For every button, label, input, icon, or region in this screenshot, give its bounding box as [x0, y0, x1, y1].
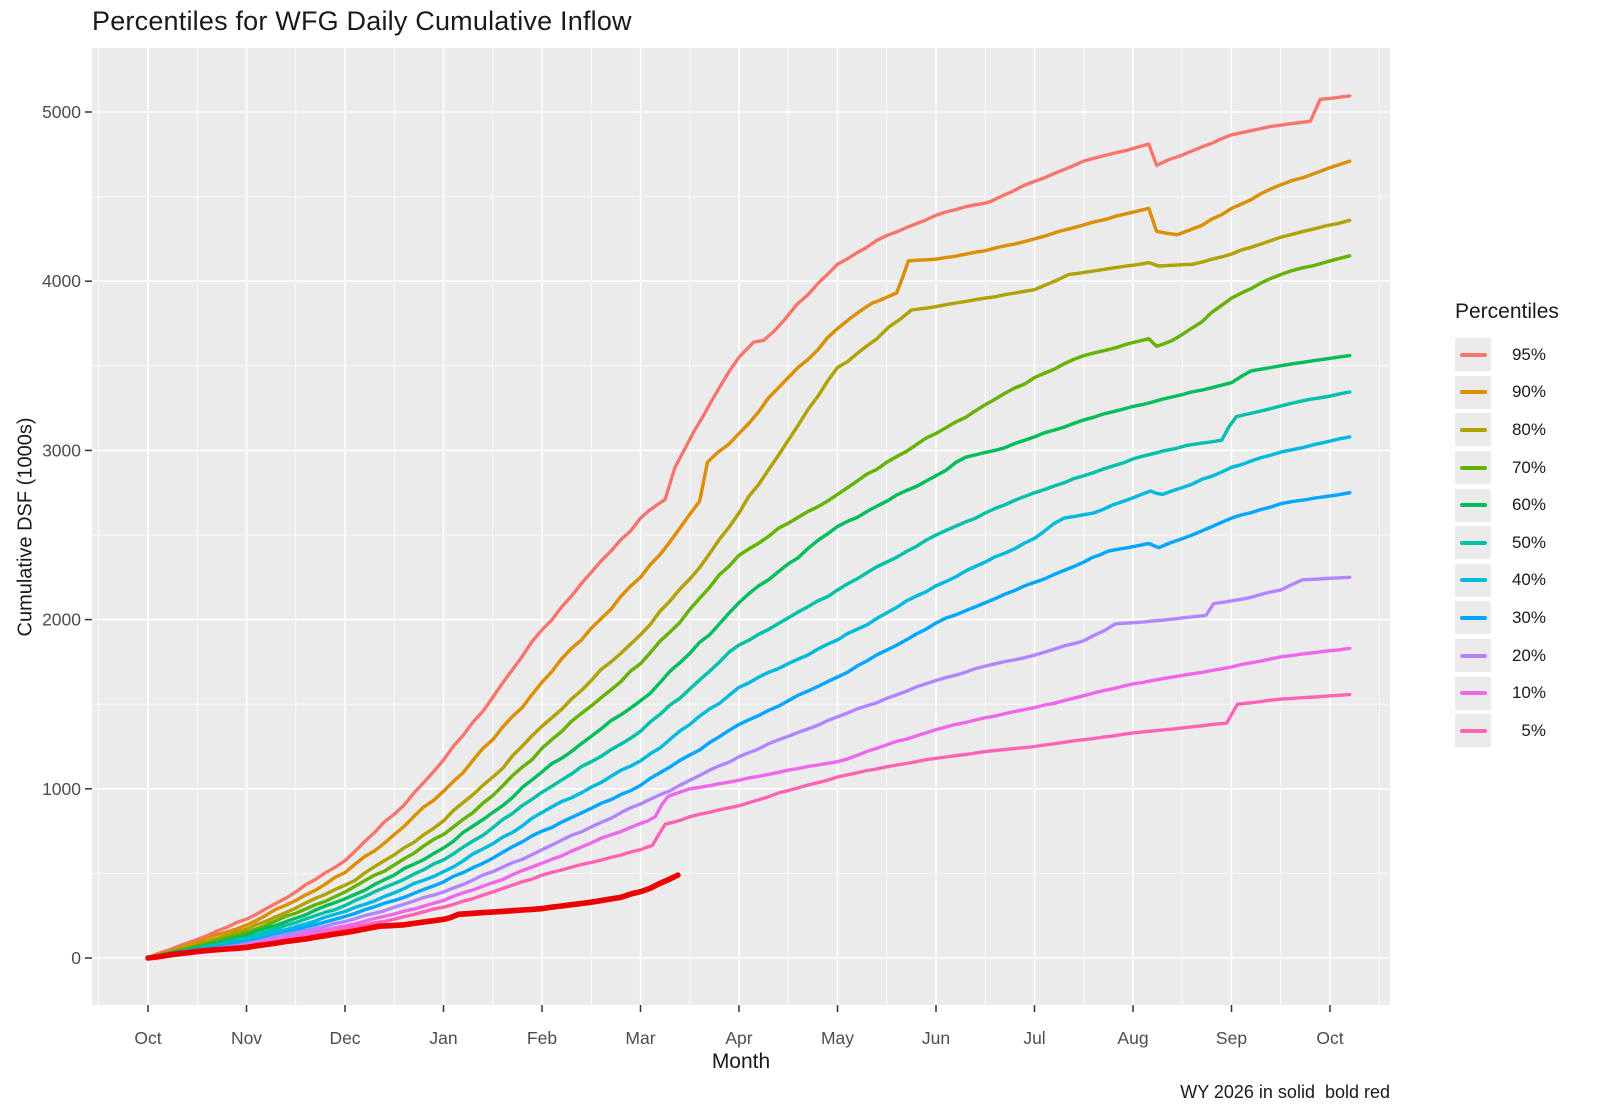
legend-label: 30% [1511, 607, 1546, 627]
legend-key-swatch [1455, 676, 1491, 710]
legend-row-10pct: 10% [1455, 674, 1559, 712]
series-line-50pct [146, 390, 1352, 960]
y-axis-title: Cumulative DSF (1000s) [14, 417, 37, 637]
legend-key-swatch [1455, 526, 1491, 560]
x-tick-label: Apr [725, 1028, 752, 1048]
legend-key-line [1459, 653, 1487, 658]
y-tick-label: 4000 [42, 271, 81, 291]
legend-row-30pct: 30% [1455, 599, 1559, 637]
x-tick-label: Nov [231, 1028, 262, 1048]
x-axis-title: Month [711, 1050, 771, 1073]
series-line-95pct [146, 94, 1352, 960]
x-tick-label: Sep [1216, 1028, 1247, 1048]
series-line-20pct [146, 575, 1352, 960]
legend-row-95pct: 95% [1455, 336, 1559, 374]
y-tick-label: 3000 [42, 440, 81, 460]
series-line-30pct [146, 491, 1352, 960]
legend-label: 70% [1511, 457, 1546, 477]
x-tick-label: Oct [134, 1028, 161, 1048]
y-tick-label: 5000 [42, 102, 81, 122]
legend-key-line [1459, 503, 1487, 508]
legend-key-line [1459, 691, 1487, 696]
x-tick-label: Jul [1023, 1028, 1045, 1048]
series-line-wy2026 [145, 872, 681, 961]
legend-key-line [1459, 540, 1487, 545]
legend-key-swatch [1455, 601, 1491, 635]
legend-key-swatch [1455, 639, 1491, 673]
legend-key-line [1459, 352, 1487, 357]
series-line-90pct [146, 159, 1352, 960]
y-tick-label: 1000 [42, 779, 81, 799]
legend-label: 50% [1511, 532, 1546, 552]
legend-key-line [1459, 615, 1487, 620]
series-line-80pct [146, 218, 1352, 960]
legend-key-swatch [1455, 451, 1491, 485]
legend-label: 40% [1511, 570, 1546, 590]
legend-row-20pct: 20% [1455, 637, 1559, 675]
legend-label: 10% [1511, 683, 1546, 703]
x-tick-label: Mar [625, 1028, 655, 1048]
legend-label: 95% [1511, 344, 1546, 364]
legend-row-70pct: 70% [1455, 449, 1559, 487]
legend-key-swatch [1455, 488, 1491, 522]
legend-row-40pct: 40% [1455, 562, 1559, 600]
legend-key-swatch [1455, 413, 1491, 447]
legend-key-line [1459, 390, 1487, 395]
series-line-5pct [146, 692, 1352, 960]
x-tick-label: Dec [329, 1028, 360, 1048]
legend-label: 5% [1521, 720, 1546, 740]
legend-row-90pct: 90% [1455, 374, 1559, 412]
x-tick-label: Jan [429, 1028, 457, 1048]
legend-row-60pct: 60% [1455, 486, 1559, 524]
chart-title: Percentiles for WFG Daily Cumulative Inf… [92, 6, 632, 36]
legend-label: 20% [1511, 645, 1546, 665]
legend-label: 90% [1511, 382, 1546, 402]
legend-key-swatch [1455, 714, 1491, 748]
legend: Percentiles 95% 90% 80% 70% 60% 50% 40% 30% 20% 1… [1455, 300, 1559, 750]
legend-title: Percentiles [1455, 300, 1559, 323]
legend-row-80pct: 80% [1455, 411, 1559, 449]
legend-label: 80% [1511, 419, 1546, 439]
series-line-60pct [146, 353, 1352, 960]
caption-wy2026: WY 2026 in solid bold red [1180, 1082, 1390, 1102]
legend-label: 60% [1511, 495, 1546, 515]
legend-key-line [1459, 427, 1487, 432]
legend-key-line [1459, 578, 1487, 583]
series-line-10pct [146, 646, 1352, 960]
plot-panel [92, 48, 1390, 1005]
x-tick-label: May [821, 1028, 854, 1048]
legend-row-5pct: 5% [1455, 712, 1559, 750]
x-tick-label: Jun [922, 1028, 950, 1048]
series-line-40pct [146, 435, 1352, 960]
legend-row-50pct: 50% [1455, 524, 1559, 562]
legend-entries: 95% 90% 80% 70% 60% 50% 40% 30% 20% 10% 5% [1455, 336, 1559, 750]
legend-key-swatch [1455, 338, 1491, 372]
y-tick-label: 0 [71, 948, 81, 968]
legend-key-line [1459, 465, 1487, 470]
series-line-70pct [146, 254, 1352, 960]
x-tick-label: Feb [527, 1028, 557, 1048]
x-tick-label: Oct [1316, 1028, 1343, 1048]
legend-key-swatch [1455, 375, 1491, 409]
x-tick-label: Aug [1117, 1028, 1148, 1048]
legend-key-line [1459, 728, 1487, 733]
y-tick-label: 2000 [42, 610, 81, 630]
legend-key-swatch [1455, 563, 1491, 597]
